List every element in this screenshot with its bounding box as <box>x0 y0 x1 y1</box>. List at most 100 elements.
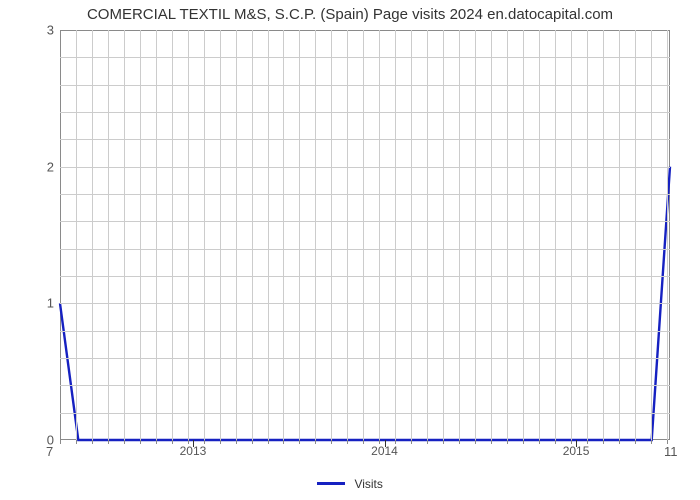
x-minor-tick <box>459 440 460 444</box>
x-tick-label: 2013 <box>180 444 207 458</box>
y-grid-major <box>60 303 670 304</box>
x-minor-tick <box>427 440 428 444</box>
x-minor-tick <box>491 440 492 444</box>
y-grid-minor <box>60 221 670 222</box>
x-grid-minor <box>507 30 508 440</box>
x-grid-minor <box>635 30 636 440</box>
x-tick-label: 2014 <box>371 444 398 458</box>
x-grid-minor <box>587 30 588 440</box>
y-grid-minor <box>60 276 670 277</box>
chart-plot-area <box>60 30 670 440</box>
x-minor-tick <box>475 440 476 444</box>
x-grid-minor <box>204 30 205 440</box>
x-right-corner-label: 11 <box>664 444 678 459</box>
x-minor-tick <box>156 440 157 444</box>
y-grid-minor <box>60 139 670 140</box>
x-grid-minor <box>92 30 93 440</box>
x-minor-tick <box>507 440 508 444</box>
x-grid-minor <box>188 30 189 440</box>
y-grid-minor <box>60 112 670 113</box>
x-grid-minor <box>667 30 668 440</box>
x-minor-tick <box>667 440 668 444</box>
chart-title: COMERCIAL TEXTIL M&S, S.C.P. (Spain) Pag… <box>0 6 700 23</box>
y-grid-minor <box>60 413 670 414</box>
x-minor-tick <box>60 440 61 444</box>
x-minor-tick <box>108 440 109 444</box>
x-minor-tick <box>252 440 253 444</box>
x-minor-tick <box>539 440 540 444</box>
x-grid-minor <box>619 30 620 440</box>
x-minor-tick <box>315 440 316 444</box>
x-minor-tick <box>172 440 173 444</box>
x-minor-tick <box>635 440 636 444</box>
legend-label: Visits <box>354 477 382 491</box>
x-grid-minor <box>555 30 556 440</box>
x-minor-tick <box>347 440 348 444</box>
x-grid-minor <box>331 30 332 440</box>
x-grid-minor <box>491 30 492 440</box>
x-grid-minor <box>108 30 109 440</box>
x-grid-minor <box>172 30 173 440</box>
x-minor-tick <box>603 440 604 444</box>
chart-line-layer <box>60 30 670 440</box>
y-grid-minor <box>60 331 670 332</box>
chart-legend: Visits <box>0 476 700 491</box>
x-grid-minor <box>443 30 444 440</box>
x-grid-minor <box>395 30 396 440</box>
x-grid-minor <box>268 30 269 440</box>
legend-swatch <box>317 482 345 485</box>
x-grid-minor <box>475 30 476 440</box>
x-minor-tick <box>651 440 652 444</box>
x-grid-minor <box>140 30 141 440</box>
x-grid-minor <box>315 30 316 440</box>
x-grid-minor <box>571 30 572 440</box>
x-grid-minor <box>156 30 157 440</box>
x-minor-tick <box>236 440 237 444</box>
x-left-corner-label: 7 <box>46 444 53 459</box>
x-grid-minor <box>299 30 300 440</box>
x-grid-minor <box>124 30 125 440</box>
x-grid-minor <box>539 30 540 440</box>
x-minor-tick <box>76 440 77 444</box>
y-grid-minor <box>60 385 670 386</box>
x-grid-minor <box>220 30 221 440</box>
y-grid-minor <box>60 57 670 58</box>
x-grid-minor <box>347 30 348 440</box>
x-minor-tick <box>92 440 93 444</box>
x-minor-tick <box>299 440 300 444</box>
x-minor-tick <box>411 440 412 444</box>
x-grid-minor <box>236 30 237 440</box>
x-grid-minor <box>651 30 652 440</box>
y-tick-label: 2 <box>38 159 54 174</box>
x-grid-minor <box>283 30 284 440</box>
y-grid-minor <box>60 249 670 250</box>
x-minor-tick <box>619 440 620 444</box>
x-minor-tick <box>140 440 141 444</box>
x-minor-tick <box>331 440 332 444</box>
x-minor-tick <box>523 440 524 444</box>
x-grid-minor <box>427 30 428 440</box>
y-grid-minor <box>60 194 670 195</box>
x-grid-minor <box>411 30 412 440</box>
x-minor-tick <box>268 440 269 444</box>
x-grid-minor <box>459 30 460 440</box>
x-grid-minor <box>523 30 524 440</box>
x-minor-tick <box>220 440 221 444</box>
y-tick-label: 3 <box>38 23 54 38</box>
x-grid-minor <box>363 30 364 440</box>
x-minor-tick <box>363 440 364 444</box>
chart-root: COMERCIAL TEXTIL M&S, S.C.P. (Spain) Pag… <box>0 0 700 500</box>
x-grid-minor <box>76 30 77 440</box>
x-grid-minor <box>252 30 253 440</box>
x-grid-minor <box>379 30 380 440</box>
x-minor-tick <box>283 440 284 444</box>
x-minor-tick <box>555 440 556 444</box>
y-grid-minor <box>60 358 670 359</box>
y-grid-minor <box>60 85 670 86</box>
y-grid-major <box>60 167 670 168</box>
x-minor-tick <box>124 440 125 444</box>
y-tick-label: 1 <box>38 296 54 311</box>
x-tick-label: 2015 <box>563 444 590 458</box>
x-minor-tick <box>443 440 444 444</box>
x-grid-minor <box>603 30 604 440</box>
